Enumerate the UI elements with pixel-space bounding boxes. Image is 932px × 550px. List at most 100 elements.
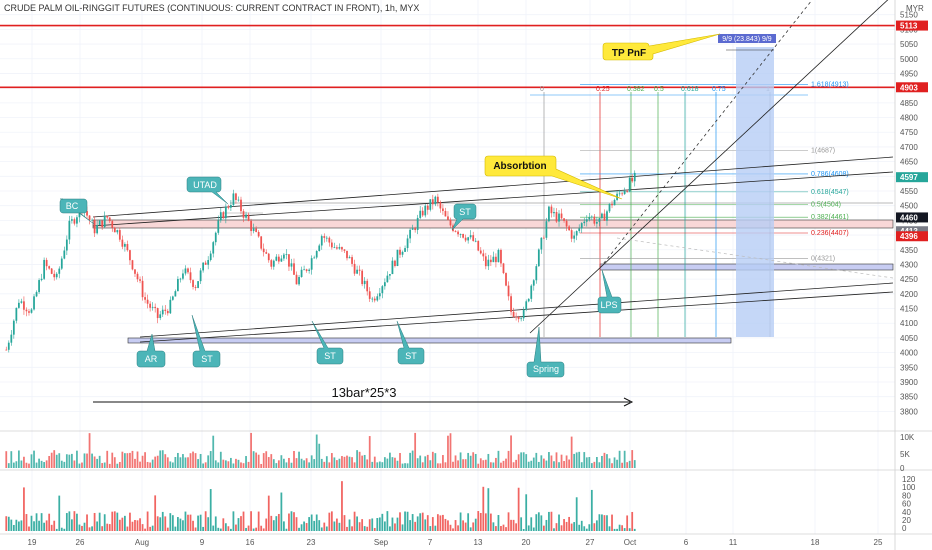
currency-label: MYR: [906, 4, 924, 13]
time-tick-label: 25: [874, 538, 883, 547]
fib-vertical-label: 0.75: [712, 86, 726, 93]
volume-bar: [25, 462, 28, 468]
indicator-bar: [151, 525, 154, 531]
volume-bar: [411, 450, 414, 468]
indicator-bar: [298, 527, 300, 531]
indicator-bar: [568, 516, 570, 531]
svg-text:AR: AR: [145, 354, 158, 364]
candle-body: [575, 231, 578, 236]
indicator-bar: [419, 513, 422, 531]
volume-bar: [439, 463, 442, 468]
price-tick-label: 5150: [900, 11, 918, 20]
support-zone: [127, 337, 732, 344]
volume-bar: [315, 434, 318, 468]
candle-body: [182, 273, 184, 279]
indicator-bar: [588, 524, 591, 531]
candle-body: [310, 258, 313, 270]
indicator-bar: [548, 511, 550, 531]
volume-bar: [442, 455, 444, 468]
candle-body: [303, 269, 305, 271]
time-tick-label: 7: [428, 538, 433, 547]
volume-bar: [300, 458, 303, 468]
indicator-bar: [512, 519, 515, 531]
price-tick-label: 4300: [900, 260, 918, 269]
candle-body: [515, 316, 517, 318]
time-tick-label: 27: [586, 538, 595, 547]
candle-body: [371, 298, 374, 300]
volume-bar: [414, 432, 417, 468]
indicator-bar: [288, 513, 290, 531]
candle-body: [500, 249, 502, 264]
indicator-bar: [318, 520, 321, 531]
indicator-bar: [487, 488, 490, 531]
indicator-bar: [348, 519, 351, 531]
indicator-bar: [242, 511, 245, 531]
indicator-bar: [187, 514, 189, 531]
volume-bar: [368, 436, 371, 468]
svg-text:ST: ST: [405, 351, 417, 361]
indicator-bar: [358, 522, 361, 531]
indicator-bar: [71, 519, 73, 531]
indicator-bar: [257, 511, 260, 531]
indicator-bar: [106, 523, 109, 531]
candle-body: [60, 258, 63, 269]
candle-body: [361, 270, 364, 285]
indicator-bar: [389, 526, 391, 531]
annotation-spring: Spring: [526, 326, 565, 378]
volume-bar: [553, 461, 555, 468]
candle-body: [235, 193, 237, 200]
volume-bar: [224, 460, 227, 468]
candle-body: [290, 263, 293, 267]
indicator-bar: [28, 526, 30, 531]
volume-bar: [212, 435, 215, 468]
indicator-bar: [421, 512, 424, 531]
indicator-bar: [235, 524, 237, 531]
volume-bar: [65, 454, 68, 468]
candle-body: [124, 244, 126, 247]
candle-body: [603, 213, 606, 221]
tp-pnf-callout: TP PnF: [602, 33, 721, 61]
indicator-bar: [96, 521, 99, 531]
volume-bar: [184, 457, 187, 468]
indicator-bar: [431, 517, 434, 531]
candle-body: [373, 298, 376, 301]
candle-body: [68, 220, 71, 240]
indicator-bar: [33, 521, 35, 531]
candle-body: [118, 230, 121, 240]
annotation-lps: LPS: [597, 269, 622, 314]
volume-bar: [346, 455, 348, 468]
candle-body: [376, 296, 379, 301]
indicator-bar: [341, 481, 343, 531]
indicator-bar: [356, 516, 358, 531]
indicator-bar: [232, 511, 235, 531]
candle-body: [7, 342, 10, 350]
time-tick-label: 23: [307, 538, 316, 547]
indicator-bar: [224, 523, 227, 531]
volume-bar: [159, 450, 162, 468]
time-axis[interactable]: 19 26 Aug 9 16 23 Sep 7 13 20 27 Oct 6 11 18 25: [28, 538, 883, 547]
candle-body: [474, 240, 477, 242]
indicator-bar: [267, 495, 270, 531]
candle-body: [134, 269, 136, 274]
candle-body: [341, 247, 343, 250]
indicator-bar: [628, 528, 631, 531]
indicator-bar: [174, 526, 177, 531]
candle-body: [378, 293, 381, 297]
volume-bar: [502, 460, 505, 468]
candle-body: [58, 268, 61, 274]
volume-bar: [187, 457, 189, 468]
time-tick-label: 18: [811, 538, 820, 547]
volume-bar: [477, 463, 480, 468]
indicator-bar: [50, 524, 53, 531]
price-tick-label: 4750: [900, 128, 918, 137]
indicator-bar: [20, 520, 23, 531]
volume-bar: [136, 451, 139, 468]
indicator-bar: [613, 528, 616, 531]
volume-bar: [588, 457, 591, 468]
volume-bar: [341, 456, 343, 468]
candle-body: [583, 221, 586, 224]
volume-bar: [550, 455, 553, 468]
candle-body: [240, 199, 242, 212]
candle-body: [626, 190, 629, 192]
